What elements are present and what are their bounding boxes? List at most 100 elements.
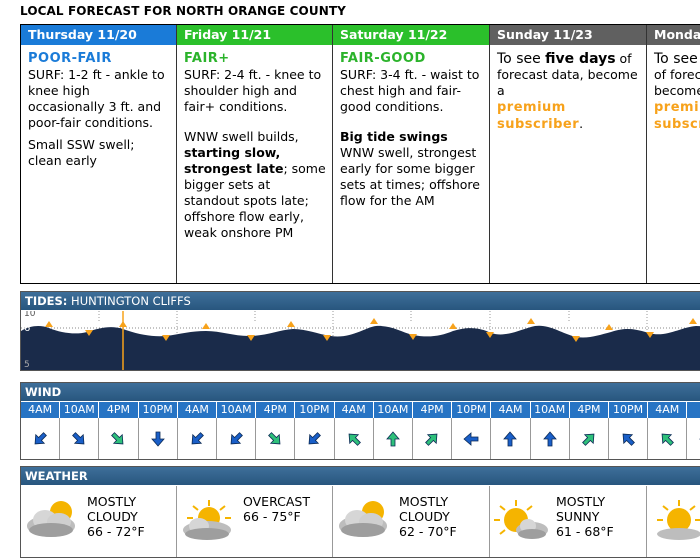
wind-time-row: 4AM 10AM 4PM 10PM 4AM 10AM 4PM 10PM 4AM 10AM 4PM 10…	[21, 402, 700, 418]
wind-arrow-icon	[425, 433, 438, 446]
wind-time-label: 4PM	[413, 402, 453, 418]
weather-condition: CLOUDY	[399, 509, 450, 524]
swell-note-text: WNW swell builds,	[184, 129, 299, 144]
wind-arrow-icon	[191, 431, 204, 444]
day-header[interactable]: Sunday 11/23	[490, 25, 646, 45]
wind-cell[interactable]	[178, 418, 217, 459]
wind-time-label: 10AM	[60, 402, 100, 418]
promo-text: of forecast data, become a	[654, 67, 700, 98]
wind-arrow-icon	[348, 433, 361, 446]
weather-cell[interactable]	[647, 486, 700, 557]
wind-arrow-icon	[386, 430, 400, 446]
wind-cell[interactable]	[374, 418, 413, 459]
weather-cell[interactable]: MOSTLY CLOUDY 66 - 72°F	[21, 486, 177, 557]
premium-subscriber-link[interactable]: premium subscriber	[654, 100, 700, 132]
tide-markers	[45, 318, 697, 342]
surf-summary: SURF: 3-4 ft. - waist to chest high and …	[340, 67, 480, 114]
day-dividers	[98, 311, 648, 370]
wind-arrow-icon	[309, 431, 322, 444]
wind-cell[interactable]	[21, 418, 61, 459]
surf-rating: POOR-FAIR	[28, 51, 112, 66]
weather-cell[interactable]: MOSTLY SUNNY 61 - 68°F	[490, 486, 647, 557]
wind-cell[interactable]	[687, 418, 700, 459]
swell-note-emphasis: Big tide swings	[340, 129, 448, 144]
surf-rating: FAIR+	[184, 51, 230, 66]
promo-emphasis: five days	[545, 51, 616, 67]
wind-arrow-icon	[111, 431, 124, 444]
wind-cell[interactable]	[413, 418, 453, 459]
wind-cell[interactable]	[217, 418, 257, 459]
weather-condition: OVERCAST	[243, 494, 310, 509]
tides-label: TIDES:	[25, 294, 68, 308]
day-header[interactable]: Monday 11/24	[647, 25, 700, 45]
wind-time-label: 10PM	[452, 402, 492, 418]
tide-chart[interactable]: 10 6 5	[21, 309, 700, 370]
mostly-cloudy-icon	[339, 501, 387, 537]
wind-cell[interactable]	[139, 418, 178, 459]
wind-cell[interactable]	[256, 418, 296, 459]
weather-temp: 62 - 70°F	[399, 524, 457, 539]
wind-time-label: 4PM	[99, 402, 139, 418]
forecast-days-panel: Thursday 11/20 POOR-FAIR SURF: 1-2 ft - …	[20, 24, 700, 284]
swell-note-text: WNW swell, strongest early for some bigg…	[340, 145, 480, 208]
wind-cell[interactable]	[609, 418, 649, 459]
weather-temp: 66 - 75°F	[243, 509, 301, 524]
wind-time-label: 4AM	[491, 402, 531, 418]
swell-note: WNW swell builds, starting slow, stronge…	[184, 129, 326, 241]
promo-text: To see	[654, 51, 698, 67]
surf-summary: SURF: 2-4 ft. - knee to shoulder high an…	[184, 67, 322, 114]
wind-arrow-icon	[581, 433, 595, 446]
wind-cell[interactable]	[531, 418, 570, 459]
weather-cell[interactable]: OVERCAST 66 - 75°F	[177, 486, 333, 557]
promo-text: .	[579, 116, 584, 131]
tides-header: TIDES: HUNTINGTON CLIFFS	[21, 292, 700, 310]
wind-arrow-row	[21, 418, 700, 459]
wind-panel: WIND 4AM 10AM 4PM 10PM 4AM 10AM 4PM 10PM 4AM 10AM…	[20, 382, 700, 460]
wind-arrow-icon	[230, 431, 244, 444]
wind-time-label: 4AM	[178, 402, 217, 418]
day-header[interactable]: Friday 11/21	[177, 25, 332, 45]
weather-condition: CLOUDY	[87, 509, 138, 524]
tide-tick-label: 6	[24, 323, 30, 334]
wind-time-label: 4AM	[21, 402, 61, 418]
wind-cell[interactable]	[60, 418, 100, 459]
premium-subscriber-link[interactable]: premium subscriber	[497, 100, 580, 132]
tide-base	[21, 363, 700, 370]
wind-arrow-icon	[661, 433, 675, 446]
wind-time-label: 10PM	[609, 402, 649, 418]
tide-curve-graphic: 10 6 5	[21, 309, 700, 370]
wind-arrow-icon	[542, 430, 557, 446]
wind-cell[interactable]	[452, 418, 492, 459]
tide-tick-label: 10	[24, 311, 36, 319]
wind-arrow-icon	[72, 431, 85, 444]
day-column-monday: Monday 11/24 To see of forecast data, be…	[647, 25, 700, 283]
weather-condition: MOSTLY	[399, 494, 449, 509]
wind-cell[interactable]	[295, 418, 335, 459]
weather-condition: MOSTLY	[87, 494, 137, 509]
surf-rating: FAIR-GOOD	[340, 51, 426, 66]
day-header[interactable]: Thursday 11/20	[21, 25, 176, 45]
swell-note: Small SSW swell; clean early	[28, 137, 135, 168]
weather-cell[interactable]: MOSTLY CLOUDY 62 - 70°F	[333, 486, 490, 557]
tides-panel: TIDES: HUNTINGTON CLIFFS	[20, 291, 700, 371]
wind-time-label: 10PM	[295, 402, 335, 418]
wind-time-label: 10	[687, 402, 700, 418]
wind-arrow-icon	[34, 431, 48, 444]
day-column-sunday: Sunday 11/23 To see five days of forecas…	[490, 25, 647, 283]
wind-time-label: 4PM	[256, 402, 296, 418]
wind-time-label: 10AM	[531, 402, 570, 418]
weather-row: MOSTLY CLOUDY 66 - 72°F OVERCAST 66 - 75°F …	[21, 486, 700, 557]
mostly-sunny-icon	[494, 500, 548, 539]
wind-cell[interactable]	[570, 418, 609, 459]
day-header[interactable]: Saturday 11/22	[333, 25, 489, 45]
wind-cell[interactable]	[99, 418, 139, 459]
day-column-thursday: Thursday 11/20 POOR-FAIR SURF: 1-2 ft - …	[21, 25, 177, 283]
wind-cell[interactable]	[335, 418, 374, 459]
wind-time-label: 4PM	[570, 402, 609, 418]
wind-time-label: 10AM	[217, 402, 257, 418]
weather-temp: 66 - 72°F	[87, 524, 145, 539]
swell-note-text: ; some bigger sets at standout spots lat…	[184, 161, 326, 240]
wind-time-label: 4AM	[335, 402, 374, 418]
wind-cell[interactable]	[648, 418, 688, 459]
wind-cell[interactable]	[491, 418, 531, 459]
